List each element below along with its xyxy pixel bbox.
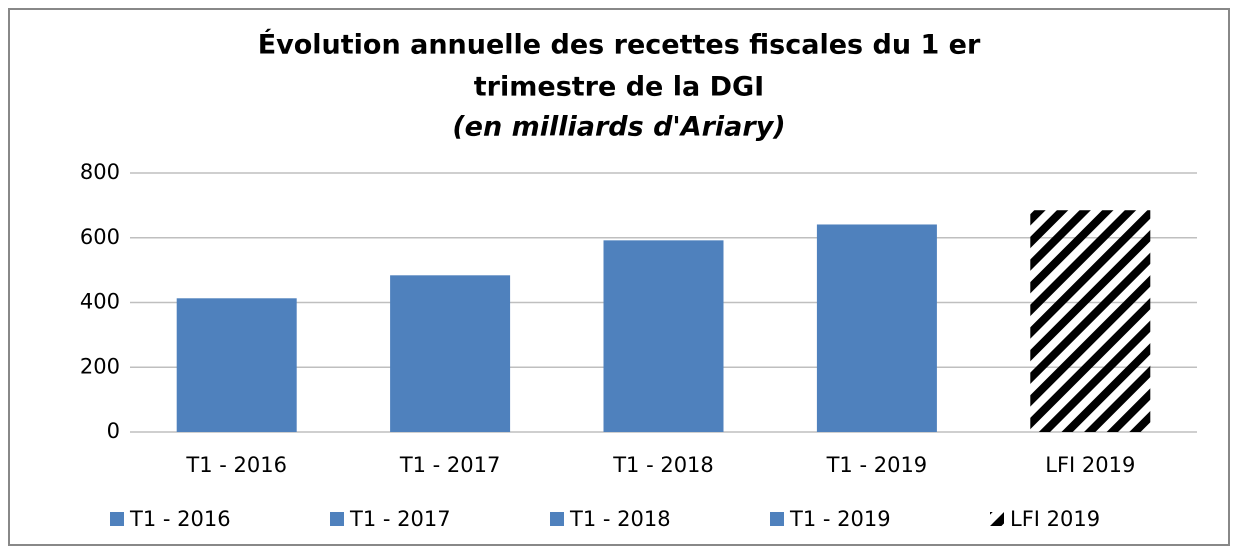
legend-swatch — [770, 512, 784, 526]
bar — [390, 275, 511, 432]
x-tick-label: T1 - 2017 — [399, 453, 501, 477]
y-tick-label: 600 — [80, 225, 120, 249]
bar — [176, 298, 297, 432]
x-tick-label: T1 - 2016 — [185, 453, 287, 477]
legend-swatch — [550, 512, 564, 526]
legend-label: T1 - 2019 — [789, 507, 891, 531]
chart-title: trimestre de la DGI — [474, 72, 764, 103]
y-tick-label: 0 — [107, 419, 120, 443]
legend-label: T1 - 2017 — [349, 507, 451, 531]
chart-subtitle: (en milliards d'Ariary) — [452, 112, 785, 143]
x-tick-label: T1 - 2018 — [612, 453, 714, 477]
bar — [1030, 210, 1151, 432]
bar — [603, 240, 724, 432]
chart-title: Évolution annuelle des recettes fiscales… — [258, 29, 981, 61]
legend-swatch — [110, 512, 124, 526]
x-tick-label: LFI 2019 — [1045, 453, 1135, 477]
y-tick-label: 400 — [80, 290, 120, 314]
y-tick-label: 800 — [80, 160, 120, 184]
legend-swatch — [990, 512, 1004, 526]
y-tick-label: 200 — [80, 354, 120, 378]
legend-swatch — [330, 512, 344, 526]
legend-label: LFI 2019 — [1010, 507, 1100, 531]
bar — [816, 224, 937, 432]
legend-label: T1 - 2018 — [569, 507, 671, 531]
legend-label: T1 - 2016 — [129, 507, 231, 531]
x-tick-label: T1 - 2019 — [826, 453, 928, 477]
